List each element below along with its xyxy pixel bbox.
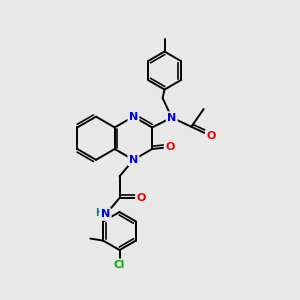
Text: N: N: [167, 112, 176, 123]
Text: Cl: Cl: [114, 260, 125, 270]
Text: O: O: [136, 193, 146, 203]
Text: H: H: [95, 208, 103, 218]
Text: N: N: [101, 209, 110, 220]
Text: N: N: [129, 155, 138, 165]
Text: N: N: [129, 112, 138, 122]
Text: O: O: [206, 131, 216, 141]
Text: O: O: [165, 142, 175, 152]
